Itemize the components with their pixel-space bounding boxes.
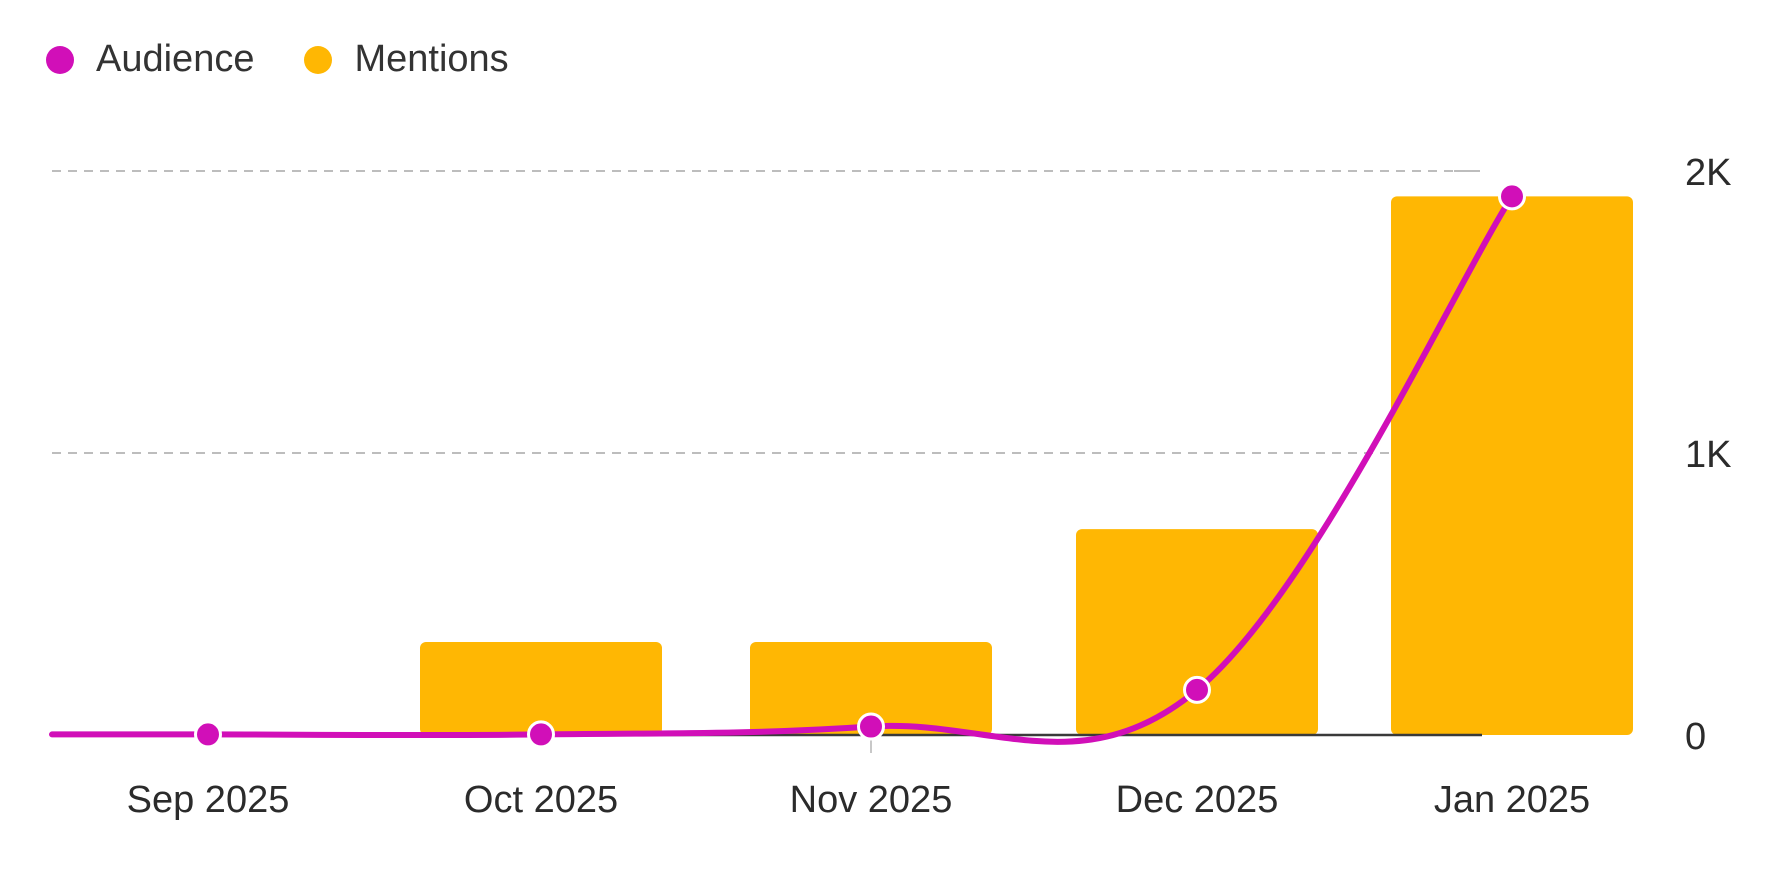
x-tick-label: Dec 2025 [1116,779,1279,821]
x-tick-label: Jan 2025 [1434,779,1590,821]
x-tick-label: Sep 2025 [127,779,290,821]
bar-mentions-4 [1391,196,1633,735]
bar-mentions-3 [1076,529,1318,735]
point-audience-2 [857,712,885,741]
point-audience-0 [194,720,222,749]
legend-swatch-audience [46,45,74,74]
y-tick-label: 2K [1685,152,1731,194]
legend-label-audience: Audience [96,38,255,80]
x-tick-label: Nov 2025 [790,779,953,821]
bar-mentions-1 [420,641,662,735]
y-tick-label: 0 [1685,716,1706,758]
bar-mentions-2 [750,641,992,735]
legend-label-mentions: Mentions [354,38,509,80]
point-audience-1 [527,720,555,749]
legend-item-mentions[interactable]: Mentions [304,38,509,81]
line-audience [49,193,1515,745]
chart-legend: Audience Mentions [46,38,559,81]
x-tick-label: Oct 2025 [464,779,618,821]
y-tick-label: 1K [1685,434,1731,476]
legend-item-audience[interactable]: Audience [46,38,254,81]
legend-swatch-mentions [304,45,333,74]
point-audience-3 [1183,675,1211,704]
point-audience-4 [1498,182,1526,211]
